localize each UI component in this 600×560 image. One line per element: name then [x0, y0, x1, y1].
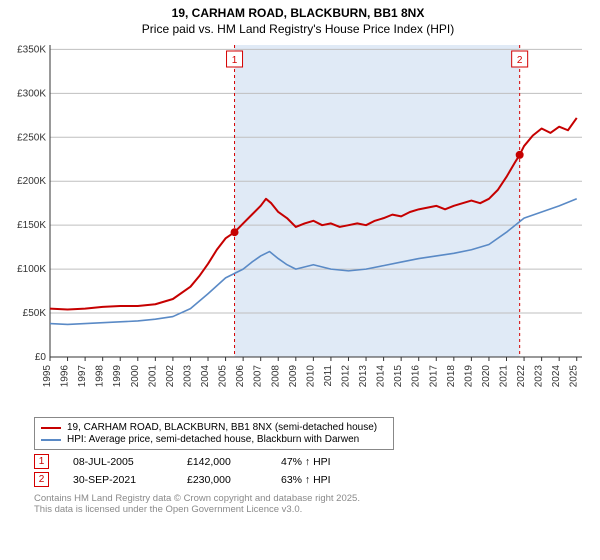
annotation-number: 2 — [34, 472, 49, 487]
legend-item: 19, CARHAM ROAD, BLACKBURN, BB1 8NX (sem… — [41, 422, 387, 433]
svg-text:2006: 2006 — [235, 365, 246, 388]
svg-text:2020: 2020 — [481, 365, 492, 388]
annotation-row: 2 30-SEP-2021 £230,000 63% ↑ HPI — [34, 472, 590, 487]
svg-text:1998: 1998 — [95, 365, 106, 388]
svg-text:2019: 2019 — [463, 365, 474, 388]
svg-text:2003: 2003 — [182, 365, 193, 388]
annotation-number: 1 — [34, 454, 49, 469]
svg-text:2023: 2023 — [534, 365, 545, 388]
svg-text:2021: 2021 — [499, 365, 510, 388]
svg-text:2005: 2005 — [218, 365, 229, 388]
svg-text:£350K: £350K — [17, 45, 46, 56]
legend-item: HPI: Average price, semi-detached house,… — [41, 434, 387, 445]
svg-text:2024: 2024 — [551, 365, 562, 388]
svg-text:£100K: £100K — [17, 264, 46, 275]
license-text: Contains HM Land Registry data © Crown c… — [34, 493, 590, 515]
svg-text:2009: 2009 — [288, 365, 299, 388]
annotation-price: £230,000 — [187, 474, 257, 486]
svg-text:£0: £0 — [35, 352, 47, 363]
svg-text:2022: 2022 — [516, 365, 527, 388]
legend-label: 19, CARHAM ROAD, BLACKBURN, BB1 8NX (sem… — [67, 422, 377, 433]
license-line1: Contains HM Land Registry data © Crown c… — [34, 493, 590, 504]
svg-text:2001: 2001 — [147, 365, 158, 388]
svg-text:2017: 2017 — [428, 365, 439, 388]
svg-text:£150K: £150K — [17, 220, 46, 231]
svg-text:2008: 2008 — [270, 365, 281, 388]
legend-swatch — [41, 427, 61, 429]
title-subtitle: Price paid vs. HM Land Registry's House … — [6, 22, 590, 38]
svg-text:£200K: £200K — [17, 176, 46, 187]
svg-text:1: 1 — [232, 55, 238, 66]
svg-text:1997: 1997 — [77, 365, 88, 388]
legend: 19, CARHAM ROAD, BLACKBURN, BB1 8NX (sem… — [34, 417, 394, 450]
svg-text:1999: 1999 — [112, 365, 123, 388]
license-line2: This data is licensed under the Open Gov… — [34, 504, 590, 515]
chart-title: 19, CARHAM ROAD, BLACKBURN, BB1 8NX Pric… — [6, 6, 590, 37]
annotation-price: £142,000 — [187, 456, 257, 468]
title-address: 19, CARHAM ROAD, BLACKBURN, BB1 8NX — [6, 6, 590, 22]
svg-text:2016: 2016 — [411, 365, 422, 388]
svg-text:1995: 1995 — [42, 365, 53, 388]
svg-text:2015: 2015 — [393, 365, 404, 388]
svg-text:£300K: £300K — [17, 89, 46, 100]
svg-text:2004: 2004 — [200, 365, 211, 388]
svg-text:2010: 2010 — [305, 365, 316, 388]
annotation-date: 08-JUL-2005 — [73, 456, 163, 468]
svg-text:£50K: £50K — [23, 308, 47, 319]
svg-text:1996: 1996 — [60, 365, 71, 388]
svg-text:2025: 2025 — [569, 365, 580, 388]
annotation-row: 1 08-JUL-2005 £142,000 47% ↑ HPI — [34, 454, 590, 469]
annotation-pct: 47% ↑ HPI — [281, 456, 371, 468]
svg-text:2018: 2018 — [446, 365, 457, 388]
svg-text:2012: 2012 — [340, 365, 351, 388]
annotation-pct: 63% ↑ HPI — [281, 474, 371, 486]
legend-label: HPI: Average price, semi-detached house,… — [67, 434, 359, 445]
annotation-date: 30-SEP-2021 — [73, 474, 163, 486]
svg-text:2000: 2000 — [130, 365, 141, 388]
svg-text:2013: 2013 — [358, 365, 369, 388]
legend-swatch — [41, 439, 61, 441]
line-chart: £0 £50K £100K £150K £200K £250K £300K £350K 1995… — [6, 39, 586, 411]
svg-text:2: 2 — [517, 55, 523, 66]
svg-text:2011: 2011 — [323, 365, 334, 387]
svg-text:2002: 2002 — [165, 365, 176, 388]
annotation-table: 1 08-JUL-2005 £142,000 47% ↑ HPI 2 30-SEP-202… — [34, 454, 590, 487]
svg-text:2014: 2014 — [376, 365, 387, 388]
chart-area: £0 £50K £100K £150K £200K £250K £300K £350K 1995… — [6, 39, 590, 411]
svg-text:£250K: £250K — [17, 132, 46, 143]
svg-text:2007: 2007 — [253, 365, 264, 388]
